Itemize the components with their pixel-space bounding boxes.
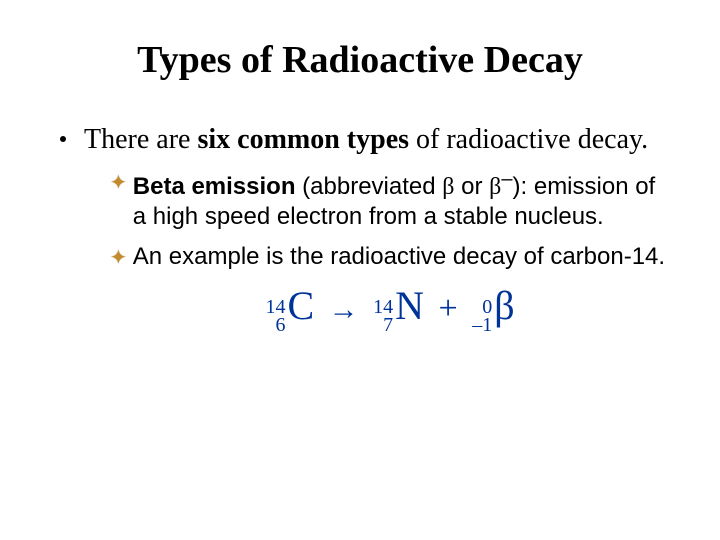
beta-minus-sup: – bbox=[501, 168, 512, 190]
bullet-level1: There are six common types of radioactiv… bbox=[60, 122, 670, 157]
star-icon: ✦ bbox=[110, 246, 127, 271]
nitrogen-atomic: 7 bbox=[383, 316, 393, 334]
carbon-scripts: 14 6 bbox=[265, 298, 285, 334]
bullet-text: There are six common types of radioactiv… bbox=[84, 122, 648, 157]
sub-bullet-1-text: Beta emission (abbreviated β or β–): emi… bbox=[133, 167, 670, 232]
beta-scripts: 0 –1 bbox=[472, 298, 492, 334]
bullet-bold: six common types bbox=[197, 124, 409, 155]
nuclide-nitrogen: 14 7 N bbox=[373, 282, 424, 334]
carbon-symbol: C bbox=[287, 283, 314, 328]
beta-atomic: –1 bbox=[472, 316, 492, 334]
sub-bullet-2: ✦ An example is the radioactive decay of… bbox=[110, 242, 670, 272]
beta-particle-symbol: β bbox=[494, 283, 514, 328]
beta-symbol-2: β bbox=[489, 174, 501, 200]
sub-bullet-2-text: An example is the radioactive decay of c… bbox=[133, 242, 665, 272]
carbon-atomic: 6 bbox=[275, 316, 285, 334]
sub-bullet-1: ✦ Beta emission (abbreviated β or β–): e… bbox=[110, 167, 670, 232]
sub1-rest2: or bbox=[454, 173, 489, 200]
star-icon: ✦ bbox=[110, 171, 127, 196]
plus-sign: + bbox=[439, 290, 458, 327]
bullet-suffix: of radioactive decay. bbox=[409, 124, 648, 155]
beta-emission-label: Beta emission bbox=[133, 173, 296, 200]
nitrogen-scripts: 14 7 bbox=[373, 298, 393, 334]
bullet-dot-icon bbox=[60, 136, 66, 142]
nuclide-carbon: 14 6 C bbox=[265, 282, 314, 334]
beta-symbol-1: β bbox=[442, 174, 454, 200]
arrow-icon: → bbox=[329, 293, 359, 326]
nitrogen-symbol: N bbox=[395, 283, 424, 328]
sub1-rest1: (abbreviated bbox=[296, 173, 443, 200]
slide-title: Types of Radioactive Decay bbox=[50, 38, 670, 82]
nuclide-beta: 0 –1 β bbox=[472, 282, 514, 334]
bullet-prefix: There are bbox=[84, 124, 197, 155]
decay-equation: 14 6 C → 14 7 N + 0 –1 β bbox=[110, 282, 670, 334]
